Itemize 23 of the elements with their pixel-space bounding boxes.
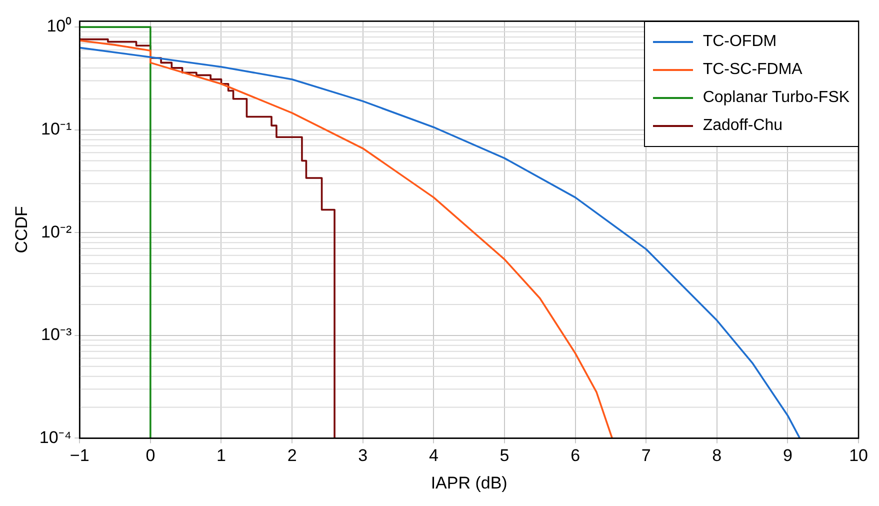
x-tick-label: 2	[287, 446, 297, 466]
x-tick-label: 9	[783, 446, 792, 466]
x-axis-title: IAPR (dB)	[430, 473, 508, 492]
x-tick-label: 10	[849, 446, 868, 466]
x-tick-label: 4	[428, 446, 438, 466]
legend-label: TC-OFDM	[702, 33, 777, 52]
y-tick-label: 10⁻¹	[41, 120, 72, 139]
y-axis-title: CCDF	[12, 206, 31, 254]
x-tick-label: −1	[70, 446, 90, 466]
legend-label: Zadoff-Chu	[702, 117, 783, 136]
y-tick-label: 10⁻³	[41, 325, 72, 344]
legend-label: Coplanar Turbo-FSK	[702, 89, 850, 108]
x-tick-label: 1	[216, 446, 226, 466]
x-tick-label: 7	[641, 446, 651, 466]
y-tick-label: 10⁻⁴	[39, 428, 72, 447]
x-tick-label: 3	[358, 446, 368, 466]
x-tick-label: 5	[500, 446, 510, 466]
x-tick-label: 8	[712, 446, 722, 466]
y-tick-label: 10⁰	[46, 16, 72, 36]
y-tick-label: 10⁻²	[41, 222, 72, 242]
legend-label: TC-SC-FDMA	[702, 61, 802, 80]
x-tick-label: 0	[146, 446, 156, 466]
x-tick-label: 6	[570, 446, 580, 466]
